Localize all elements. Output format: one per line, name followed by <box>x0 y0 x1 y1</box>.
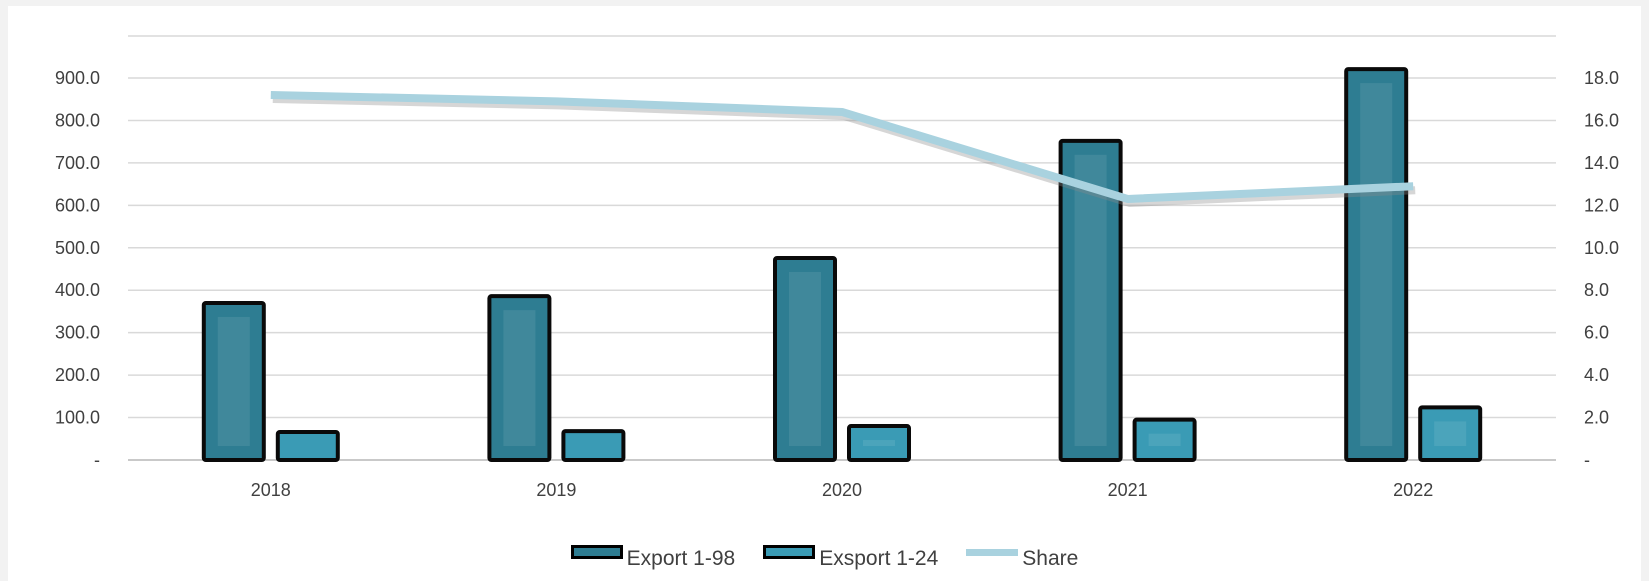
y-right-tick-label: 18.0 <box>1584 68 1619 88</box>
y-right-tick-label: 4.0 <box>1584 365 1609 385</box>
bar-body <box>1344 67 1409 462</box>
bar-body <box>1418 405 1483 463</box>
bar-body <box>275 429 340 462</box>
y-left-tick-label: 400.0 <box>55 280 100 300</box>
bar-highlight <box>1360 83 1393 446</box>
bar-export-1-98 <box>1344 67 1409 462</box>
y-left-tick-label: - <box>94 450 100 470</box>
bar-highlight <box>1074 154 1107 446</box>
x-tick-label: 2019 <box>536 480 576 500</box>
legend-label: Exsport 1-24 <box>819 547 939 570</box>
axis-labels: - 100.0 200.0 300.0 400.0 500.0 600.0 700.0 800.… <box>55 68 1619 500</box>
bar-exsport-1-24 <box>1132 417 1197 462</box>
y-left-tick-label: 600.0 <box>55 195 100 215</box>
y-right-tick-label: 10.0 <box>1584 238 1619 258</box>
bar-export-1-98 <box>1058 138 1123 462</box>
bar-body <box>1132 417 1197 462</box>
bar-exsport-1-24 <box>1418 405 1483 463</box>
y-right-tick-label: 2.0 <box>1584 408 1609 428</box>
share-line <box>270 90 1416 207</box>
y-right-tick-label: 8.0 <box>1584 280 1609 300</box>
legend: Export 1-98 Exsport 1-24 Share <box>0 531 1649 571</box>
legend-label: Share <box>1022 547 1079 570</box>
legend-label: Export 1-98 <box>626 547 736 570</box>
bar-highlight <box>1434 421 1467 446</box>
y-right-tick-label: 16.0 <box>1584 110 1619 130</box>
x-tick-label: 2021 <box>1108 480 1148 500</box>
y-left-tick-label: 300.0 <box>55 323 100 343</box>
bar-body <box>561 429 626 463</box>
bar-export-1-98 <box>487 294 552 463</box>
legend-swatch-export-1-98 <box>570 545 623 559</box>
y-right-tick-label: - <box>1584 450 1590 470</box>
legend-item-exsport-1-24[interactable]: Exsport 1-24 <box>763 535 938 571</box>
bar-highlight <box>789 271 821 446</box>
y-left-tick-label: 500.0 <box>55 238 100 258</box>
bar-exsport-1-24 <box>561 429 626 463</box>
y-left-tick-label: 100.0 <box>55 408 100 428</box>
bar-body <box>847 424 911 462</box>
bar-highlight <box>503 310 536 446</box>
bar-export-1-98 <box>773 255 837 462</box>
bar-body <box>201 300 266 463</box>
bar-body <box>1058 138 1123 462</box>
y-right-tick-label: 12.0 <box>1584 195 1619 215</box>
share-line-path <box>270 90 1414 203</box>
x-tick-label: 2020 <box>822 480 862 500</box>
y-left-tick-label: 200.0 <box>55 365 100 385</box>
y-left-tick-label: 800.0 <box>55 110 100 130</box>
legend-item-share[interactable]: Share <box>966 535 1078 571</box>
x-tick-label: 2018 <box>251 480 291 500</box>
bar-exsport-1-24 <box>275 429 340 462</box>
legend-swatch-share <box>966 549 1019 556</box>
legend-item-export-1-98[interactable]: Export 1-98 <box>570 535 736 571</box>
x-tick-label: 2022 <box>1393 480 1433 500</box>
y-left-tick-label: 900.0 <box>55 68 100 88</box>
bars <box>201 67 1483 463</box>
bar-export-1-98 <box>201 300 266 463</box>
bar-body <box>487 294 552 463</box>
gridlines <box>128 35 1556 461</box>
y-left-tick-label: 700.0 <box>55 153 100 173</box>
bar-highlight <box>1148 433 1181 446</box>
bar-highlight <box>217 316 250 446</box>
y-right-tick-label: 6.0 <box>1584 323 1609 343</box>
legend-swatch-exsport-1-24 <box>763 545 816 559</box>
y-right-tick-label: 14.0 <box>1584 153 1619 173</box>
bar-body <box>773 255 837 462</box>
bar-highlight <box>863 440 895 446</box>
bar-exsport-1-24 <box>847 424 911 462</box>
